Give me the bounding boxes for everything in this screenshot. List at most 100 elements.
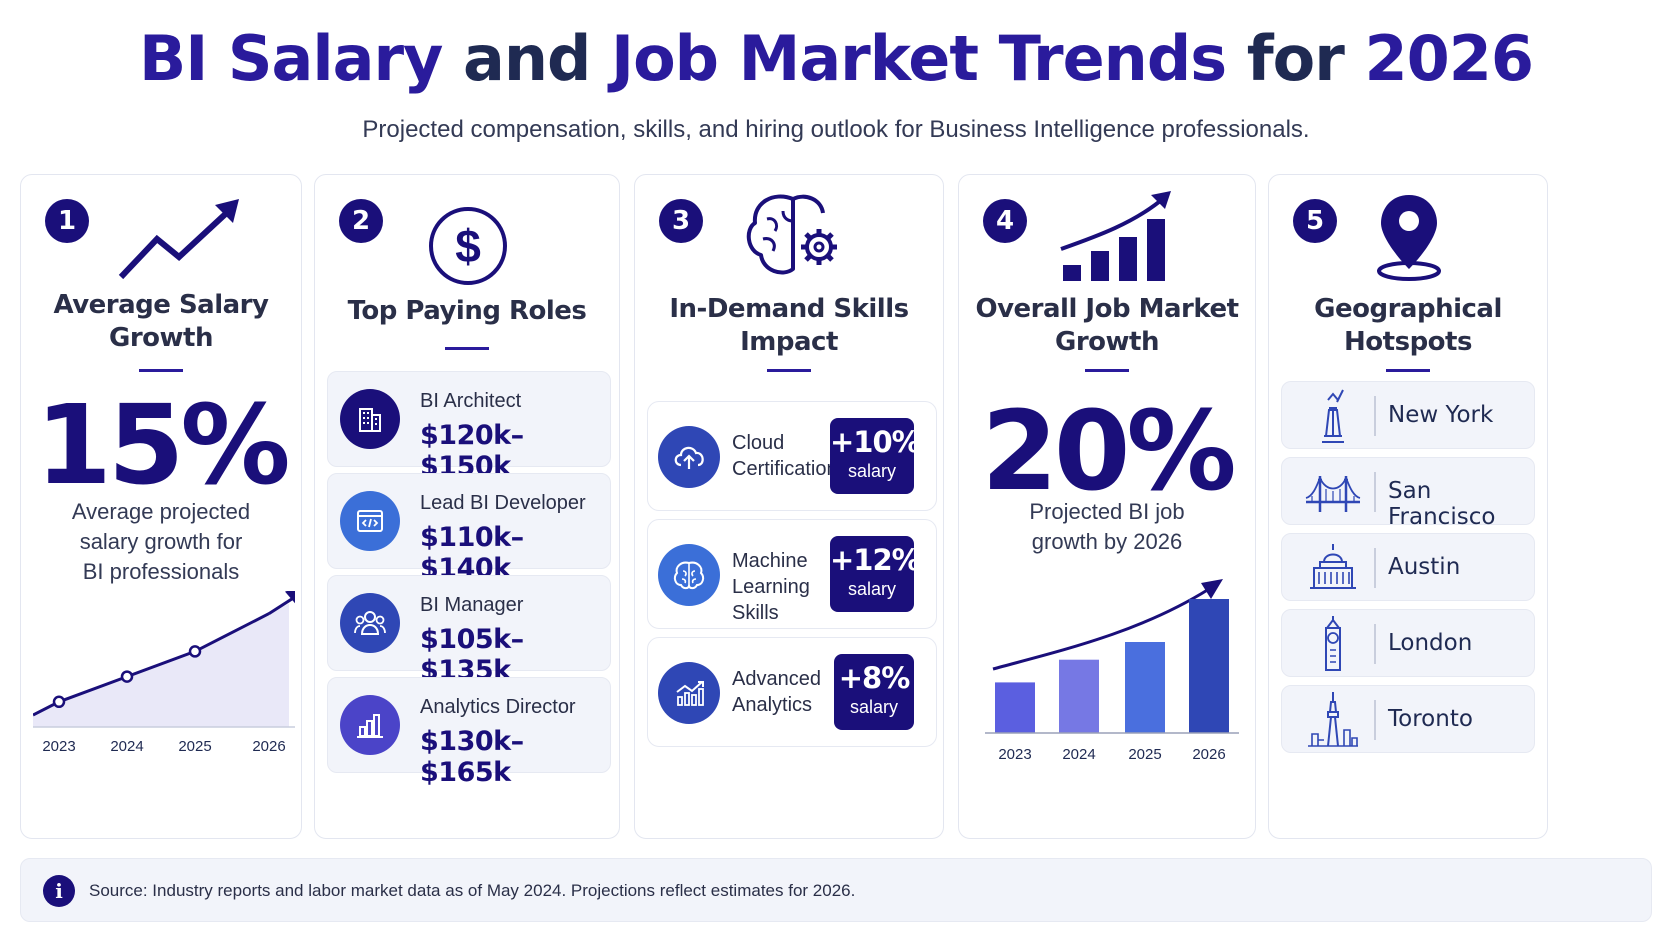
stat-description: Average projected salary growth for BI p… (71, 499, 251, 584)
x-tick-label: 2023 (42, 738, 75, 755)
city-item-new-york: New York (1281, 381, 1535, 449)
trend-curve (992, 587, 1210, 671)
salary-boost-badge: +12% salary (830, 536, 921, 612)
city-name: Austin (1388, 554, 1461, 580)
role-item-analytics-director: Analytics Director $130k–$165k (327, 677, 611, 788)
separator (1374, 396, 1376, 436)
brain-icon (658, 544, 720, 606)
x-tick-label: 2026 (1192, 746, 1225, 763)
bar (995, 682, 1035, 733)
city-item-london: London (1281, 609, 1535, 677)
card-title: Geographical Hotspots (1314, 294, 1502, 357)
separator (1374, 548, 1376, 588)
data-point (120, 670, 134, 683)
city-item-toronto: Toronto (1281, 685, 1535, 753)
salary-growth-stat: 15% (35, 381, 290, 509)
bar-chart-icon (340, 695, 400, 755)
page-subtitle: Projected compensation, skills, and hiri… (362, 116, 1310, 143)
salary-trend-line-chart: 2023 2024 2025 2026 (33, 591, 295, 755)
role-name: Lead BI Developer (420, 492, 586, 514)
title-divider (445, 347, 489, 350)
dollar-circle-icon: $ (429, 207, 507, 285)
trend-up-arrow-icon (118, 199, 239, 280)
city-name: San Francisco (1388, 478, 1496, 530)
skill-item-machine-learning: Machine Learning Skills +12% salary (647, 519, 937, 629)
role-name: BI Manager (420, 594, 524, 616)
role-name: BI Architect (420, 390, 522, 412)
title-divider (767, 369, 811, 372)
card-top-paying-roles: 2 $ Top Paying Roles BI Architect $120k–… (314, 174, 620, 839)
source-footer: i Source: Industry reports and labor mar… (20, 858, 1652, 922)
card-geographical-hotspots: 5 Geographical Hotspots New York San Fra… (1268, 174, 1548, 839)
bar (1125, 642, 1165, 733)
card-title: In-Demand Skills Impact (669, 294, 909, 357)
statue-of-liberty-icon (1322, 389, 1344, 443)
x-tick-label: 2026 (252, 738, 285, 755)
city-item-san-francisco: San Francisco (1281, 457, 1535, 530)
step-number-badge: 2 (339, 199, 383, 243)
code-window-icon (340, 491, 400, 551)
growth-bars-icon (1060, 191, 1171, 281)
city-item-austin: Austin (1281, 533, 1535, 601)
trend-arrow-head (285, 591, 295, 604)
role-item-lead-bi-developer: Lead BI Developer $110k–$140k (327, 473, 611, 584)
title-part-4: for (1246, 22, 1345, 95)
skill-name: Machine Learning Skills (732, 550, 810, 624)
card-average-salary-growth: 1 Average Salary Growth 15% Average proj… (20, 174, 302, 839)
card-title: Average Salary Growth (53, 290, 269, 353)
team-icon (340, 593, 400, 653)
trend-arrow-head (1201, 579, 1223, 599)
info-icon: i (43, 875, 75, 907)
separator (1374, 472, 1376, 512)
job-growth-stat: 20% (981, 387, 1236, 515)
step-number-badge: 3 (659, 199, 703, 243)
skill-item-cloud-certifications: Cloud Certifications +10% salary (647, 401, 937, 511)
bar (1059, 659, 1099, 733)
brain-gear-icon (746, 194, 837, 275)
skill-item-advanced-analytics: Advanced Analytics +8% salary (647, 637, 937, 747)
role-item-bi-architect: BI Architect $120k–$150k (327, 371, 611, 482)
card-in-demand-skills: 3 In-Demand Skills Impact Cloud Certific… (634, 174, 944, 839)
cn-tower-icon (1308, 692, 1358, 747)
role-name: Analytics Director (420, 696, 576, 718)
step-number-badge: 1 (45, 199, 89, 243)
stat-description: Projected BI job growth by 2026 (1029, 499, 1185, 554)
step-number-badge: 5 (1293, 199, 1337, 243)
page-title: BI Salary and Job Market Trends for 2026 (0, 22, 1672, 95)
svg-text:$: $ (455, 220, 481, 272)
x-tick-label: 2023 (998, 746, 1031, 763)
data-point (52, 695, 66, 709)
map-pin-icon (1377, 195, 1441, 281)
job-growth-bar-chart: 2023 2024 2025 2026 (985, 579, 1239, 763)
card-title: Overall Job Market Growth (975, 294, 1239, 357)
big-ben-icon (1325, 616, 1341, 671)
golden-gate-bridge-icon (1305, 475, 1361, 512)
skill-name: Cloud Certifications (732, 432, 848, 480)
bar (1189, 599, 1229, 733)
cloud-upload-icon (658, 426, 720, 488)
city-name: Toronto (1388, 706, 1473, 732)
title-divider (139, 369, 183, 372)
separator (1374, 624, 1376, 664)
role-salary: $130k–$165k (420, 726, 524, 788)
step-number-badge: 4 (983, 199, 1027, 243)
title-divider (1386, 369, 1430, 372)
card-overall-job-market-growth: 4 Overall Job Market Growth 20% Projecte… (958, 174, 1256, 839)
source-text: Source: Industry reports and labor marke… (89, 881, 856, 900)
capitol-icon (1310, 544, 1356, 589)
title-part-2: and (463, 22, 591, 95)
card-title: Top Paying Roles (347, 296, 587, 326)
title-part-5: 2026 (1364, 22, 1534, 95)
role-item-bi-manager: BI Manager $105k–$135k (327, 575, 611, 686)
data-point (188, 645, 202, 658)
skill-name: Advanced Analytics (732, 668, 821, 716)
salary-boost-badge: +10% salary (830, 418, 921, 494)
analytics-chart-icon (658, 662, 720, 724)
x-tick-label: 2024 (1062, 746, 1095, 763)
city-name: New York (1388, 402, 1494, 428)
building-icon (340, 389, 400, 449)
x-tick-label: 2025 (1128, 746, 1161, 763)
x-tick-label: 2025 (178, 738, 211, 755)
separator (1374, 700, 1376, 740)
salary-boost-badge: +8% salary (834, 654, 914, 730)
